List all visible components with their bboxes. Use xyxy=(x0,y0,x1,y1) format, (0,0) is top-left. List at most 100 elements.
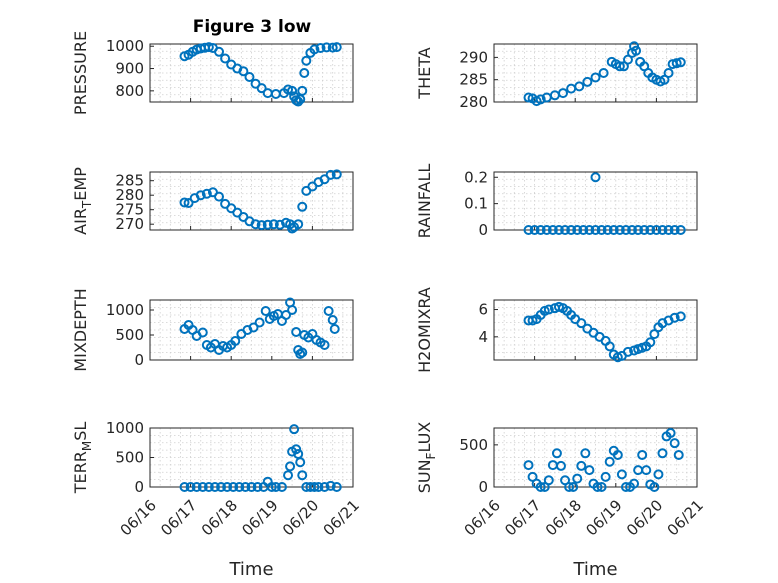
y-tick-label: 285 xyxy=(115,172,144,190)
y-tick-label: 900 xyxy=(115,60,144,78)
data-point xyxy=(297,85,308,96)
axes-border xyxy=(493,299,698,361)
data-point xyxy=(651,225,662,235)
data-point xyxy=(293,96,304,107)
data-point xyxy=(639,225,650,235)
data-point xyxy=(262,219,273,230)
data-point xyxy=(291,327,302,337)
subplot-mixdepth: 0 500 1000 MIXDEPTH xyxy=(71,288,354,372)
data-point xyxy=(592,482,603,492)
data-point xyxy=(299,68,310,78)
data-point xyxy=(535,225,546,235)
data-point xyxy=(309,482,320,492)
subplot-sun-flux: 0 500 SUNFLUX 06/1606/1706/1806/1906/2006/2… xyxy=(415,422,707,580)
data-point xyxy=(584,465,595,476)
data-point xyxy=(183,198,194,209)
data-point xyxy=(568,482,579,492)
data-point xyxy=(321,42,332,53)
figure-title: Figure 3 low xyxy=(193,17,312,37)
data-point xyxy=(214,191,225,202)
x-axis-label: Time xyxy=(228,559,273,580)
data-point xyxy=(315,43,326,54)
y-tick-label: 4 xyxy=(478,328,488,346)
data-point xyxy=(580,448,591,459)
data-point xyxy=(287,85,298,96)
data-point xyxy=(671,58,682,69)
data-point xyxy=(663,225,674,235)
data-point xyxy=(197,327,208,338)
data-point xyxy=(325,480,336,491)
y-tick-label: 280 xyxy=(459,93,488,111)
data-point xyxy=(319,340,330,350)
data-point xyxy=(301,55,312,66)
data-point xyxy=(629,478,640,489)
data-point xyxy=(598,68,609,78)
data-point xyxy=(543,475,554,486)
data-point xyxy=(657,225,668,235)
data-point xyxy=(657,448,668,459)
data-point xyxy=(596,225,607,235)
y-tick-label: 500 xyxy=(459,436,488,454)
y-tick-label: 0 xyxy=(134,478,144,496)
data-point xyxy=(620,225,631,235)
data-point xyxy=(201,188,212,199)
data-point xyxy=(627,225,638,235)
data-point xyxy=(248,322,259,333)
y-axis-label: MIXDEPTH xyxy=(71,288,90,371)
data-point xyxy=(240,482,251,492)
data-point xyxy=(572,473,583,484)
data-point xyxy=(214,46,225,57)
y-axis-label: TERRMSL xyxy=(71,422,94,495)
data-point xyxy=(309,44,320,55)
x-axis-label: Time xyxy=(572,559,617,580)
x-tick-label: 06/21 xyxy=(320,496,363,539)
data-point xyxy=(325,169,336,180)
data-point xyxy=(675,57,686,68)
y-tick-label: 1000 xyxy=(106,37,144,55)
data-point xyxy=(608,225,619,235)
x-tick-label: 06/17 xyxy=(501,496,544,539)
data-point xyxy=(673,449,684,460)
y-axis-label: THETA xyxy=(415,47,434,99)
data-point xyxy=(576,460,587,471)
y-tick-label: 275 xyxy=(115,201,144,219)
data-point xyxy=(276,482,287,492)
data-point xyxy=(179,482,190,492)
data-point xyxy=(614,225,625,235)
data-point xyxy=(209,482,220,492)
data-point xyxy=(313,482,324,492)
x-tick-label: 06/16 xyxy=(461,496,504,539)
data-point xyxy=(649,482,660,492)
data-point xyxy=(216,482,227,492)
data-point xyxy=(327,315,338,325)
data-point xyxy=(289,424,300,435)
data-point xyxy=(287,305,298,315)
data-point xyxy=(665,428,676,439)
data-point xyxy=(203,42,214,53)
y-tick-label: 0 xyxy=(478,478,488,496)
y-axis-label: AIRTEMP xyxy=(71,167,94,235)
data-point xyxy=(297,470,308,481)
subplot-terr-msl: 0 500 1000 TERRMSL 06/1606/1706/1806/1906/20… xyxy=(71,419,363,580)
data-point xyxy=(230,336,241,346)
data-point xyxy=(256,220,267,231)
y-tick-label: 290 xyxy=(459,48,488,66)
data-point xyxy=(578,225,589,235)
data-point xyxy=(246,482,257,492)
data-point xyxy=(222,482,233,492)
y-tick-label: 6 xyxy=(478,301,488,319)
data-point xyxy=(637,449,648,460)
data-point xyxy=(566,225,577,235)
data-point xyxy=(600,471,611,482)
data-point xyxy=(179,197,190,208)
y-tick-label: 280 xyxy=(115,186,144,204)
data-point xyxy=(547,225,558,235)
data-point xyxy=(553,225,564,235)
data-point xyxy=(327,42,338,53)
data-point xyxy=(274,219,285,230)
axes-border xyxy=(149,171,354,231)
data-point xyxy=(669,312,680,323)
data-point xyxy=(291,444,302,455)
